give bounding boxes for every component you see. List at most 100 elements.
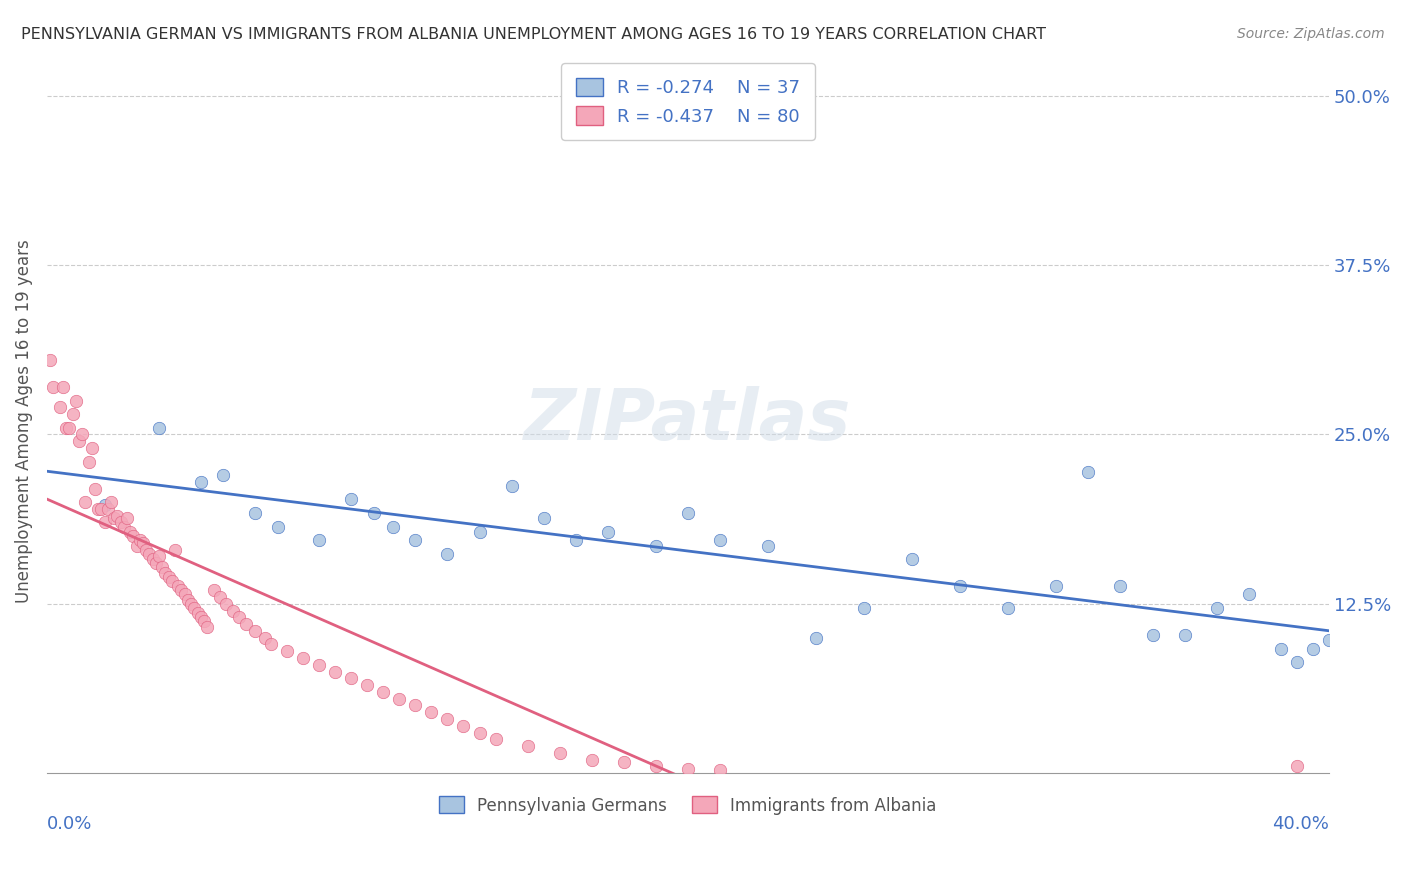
Text: 40.0%: 40.0%	[1272, 815, 1329, 833]
Point	[1317, 633, 1340, 648]
Point	[1285, 759, 1308, 773]
Point	[676, 762, 699, 776]
Point	[292, 651, 315, 665]
Point	[436, 712, 458, 726]
Point	[853, 600, 876, 615]
Point	[997, 600, 1019, 615]
Point	[195, 620, 218, 634]
Point	[1205, 600, 1227, 615]
Point	[644, 539, 666, 553]
Point	[84, 482, 107, 496]
Point	[62, 407, 84, 421]
Point	[112, 519, 135, 533]
Point	[55, 420, 77, 434]
Point	[97, 502, 120, 516]
Point	[436, 547, 458, 561]
Point	[142, 552, 165, 566]
Point	[87, 502, 110, 516]
Point	[260, 637, 283, 651]
Point	[157, 570, 180, 584]
Point	[388, 691, 411, 706]
Point	[564, 533, 586, 548]
Point	[516, 739, 538, 753]
Point	[128, 533, 150, 548]
Point	[581, 753, 603, 767]
Point	[596, 524, 619, 539]
Point	[208, 590, 231, 604]
Point	[356, 678, 378, 692]
Point	[453, 719, 475, 733]
Point	[173, 587, 195, 601]
Point	[170, 583, 193, 598]
Point	[77, 454, 100, 468]
Point	[70, 427, 93, 442]
Point	[1270, 641, 1292, 656]
Point	[501, 479, 523, 493]
Point	[180, 597, 202, 611]
Point	[468, 725, 491, 739]
Point	[276, 644, 298, 658]
Point	[138, 547, 160, 561]
Point	[67, 434, 90, 449]
Point	[103, 511, 125, 525]
Point	[1045, 579, 1067, 593]
Point	[709, 764, 731, 778]
Point	[404, 533, 426, 548]
Point	[132, 536, 155, 550]
Point	[245, 624, 267, 638]
Text: PENNSYLVANIA GERMAN VS IMMIGRANTS FROM ALBANIA UNEMPLOYMENT AMONG AGES 16 TO 19 : PENNSYLVANIA GERMAN VS IMMIGRANTS FROM A…	[21, 27, 1046, 42]
Point	[1109, 579, 1132, 593]
Y-axis label: Unemployment Among Ages 16 to 19 years: Unemployment Among Ages 16 to 19 years	[15, 239, 32, 603]
Point	[235, 617, 257, 632]
Point	[190, 475, 212, 489]
Text: ZIPatlas: ZIPatlas	[524, 386, 852, 455]
Point	[120, 524, 142, 539]
Point	[245, 506, 267, 520]
Point	[186, 607, 208, 621]
Point	[340, 492, 363, 507]
Point	[756, 539, 779, 553]
Point	[363, 506, 385, 520]
Point	[48, 401, 70, 415]
Point	[228, 610, 250, 624]
Point	[90, 502, 112, 516]
Point	[382, 519, 405, 533]
Point	[160, 574, 183, 588]
Point	[65, 393, 87, 408]
Legend: Pennsylvania Germans, Immigrants from Albania: Pennsylvania Germans, Immigrants from Al…	[432, 789, 943, 822]
Point	[340, 671, 363, 685]
Point	[404, 698, 426, 713]
Point	[135, 542, 157, 557]
Point	[100, 495, 122, 509]
Point	[148, 420, 170, 434]
Point	[222, 603, 245, 617]
Point	[190, 610, 212, 624]
Point	[58, 420, 80, 434]
Point	[125, 539, 148, 553]
Point	[145, 556, 167, 570]
Point	[709, 533, 731, 548]
Point	[1077, 466, 1099, 480]
Point	[183, 600, 205, 615]
Point	[115, 511, 138, 525]
Point	[177, 592, 200, 607]
Point	[150, 560, 173, 574]
Point	[1142, 628, 1164, 642]
Point	[52, 380, 75, 394]
Point	[676, 506, 699, 520]
Point	[548, 746, 571, 760]
Point	[373, 685, 395, 699]
Point	[93, 516, 115, 530]
Point	[1173, 628, 1195, 642]
Point	[167, 579, 190, 593]
Point	[39, 352, 62, 367]
Point	[644, 759, 666, 773]
Point	[75, 495, 97, 509]
Point	[266, 519, 288, 533]
Point	[105, 508, 128, 523]
Point	[1302, 641, 1324, 656]
Point	[613, 756, 636, 770]
Point	[212, 468, 235, 483]
Text: Source: ZipAtlas.com: Source: ZipAtlas.com	[1237, 27, 1385, 41]
Point	[80, 441, 103, 455]
